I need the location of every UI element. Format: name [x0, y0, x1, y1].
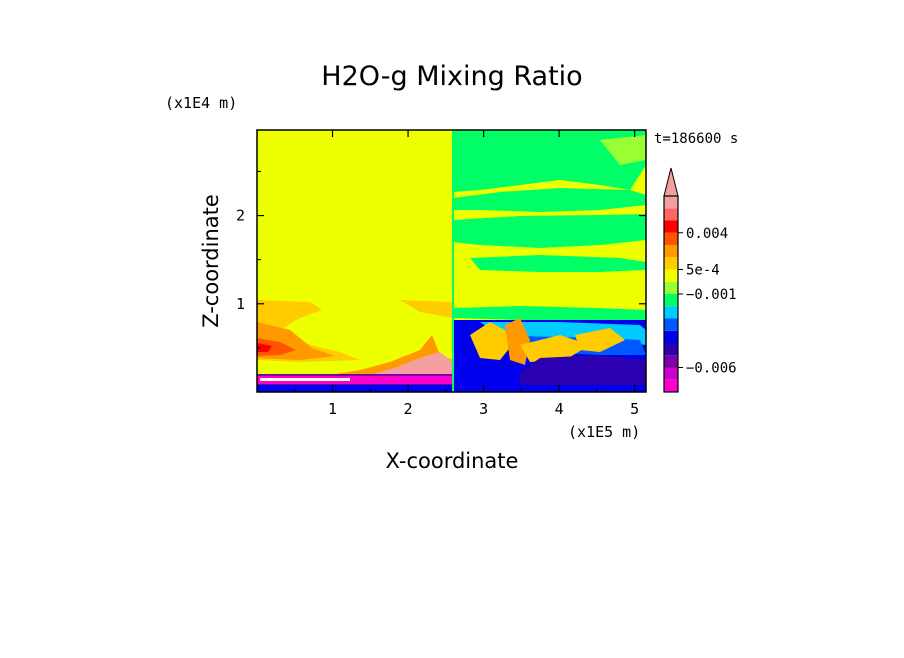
- field-left-red-core: [257, 343, 272, 352]
- colorbar-label: −0.001: [686, 287, 737, 303]
- field-right-plume-1: [470, 322, 512, 360]
- y-axis-ticks: 12: [236, 170, 646, 349]
- colorbar-swatch: [664, 281, 678, 294]
- colorbar-swatch: [664, 294, 678, 307]
- field-left-orange-ridge: [400, 300, 453, 318]
- colorbar-swatch: [664, 245, 678, 258]
- colorbar-swatch: [664, 379, 678, 392]
- colorbar-extend-arrow: [663, 167, 679, 197]
- field-right-plume-4: [575, 328, 625, 352]
- x-axis-label: X-coordinate: [386, 449, 519, 473]
- y-axis-label: Z-coordinate: [199, 194, 223, 328]
- y-tick-label: 1: [236, 295, 245, 313]
- field-right-lightgreen: [600, 135, 646, 165]
- field-right-plume-3: [520, 335, 590, 362]
- colorbar-label: −0.006: [686, 361, 737, 377]
- field-left-pink-hill-core: [370, 352, 453, 378]
- colorbar-swatch: [664, 367, 678, 380]
- colorbar-swatch: [664, 318, 678, 331]
- plot-frame: [256, 129, 647, 393]
- y-unit-label: (x1E4 m): [165, 94, 237, 112]
- colorbar-swatch: [664, 343, 678, 356]
- x-axis-ticks: 1 2 3 4 5: [294, 130, 639, 418]
- colorbar-label: 0.004: [686, 226, 728, 242]
- field-right-top-green: [453, 130, 646, 192]
- x-tick-label: 3: [479, 400, 488, 418]
- x-unit-label: (x1E5 m): [568, 423, 640, 441]
- x-tick-label: 5: [630, 400, 639, 418]
- field-right-purple: [520, 355, 646, 392]
- y-tick-label: 2: [236, 207, 245, 225]
- field-right-green-band-1: [453, 188, 646, 212]
- chart-title: H2O-g Mixing Ratio: [321, 61, 582, 92]
- x-tick-label: 1: [328, 400, 337, 418]
- colorbar-swatch: [664, 330, 678, 343]
- field-right-plume-2: [505, 318, 530, 365]
- field-right-green-band-3: [470, 255, 646, 272]
- colorbar-swatch: [664, 196, 678, 209]
- time-label: t=186600 s: [654, 131, 738, 147]
- plot-area: [257, 130, 646, 392]
- colorbar-swatch: [664, 269, 678, 282]
- field-right-green-band-2: [453, 214, 646, 248]
- colorbar-swatch: [664, 306, 678, 319]
- colorbar: 0.004 5e-4 −0.001 −0.006: [663, 167, 737, 393]
- x-tick-label: 2: [404, 400, 413, 418]
- field-boundary-left-magenta: [257, 376, 453, 384]
- colorbar-swatch: [664, 208, 678, 221]
- field-boundary-bottom-blue: [257, 385, 646, 392]
- field-boundary-left-white: [260, 378, 350, 381]
- colorbar-swatch: [664, 220, 678, 233]
- x-tick-label: 4: [555, 400, 564, 418]
- colorbar-swatch: [664, 257, 678, 270]
- colorbar-swatch: [664, 355, 678, 368]
- colorbar-swatch: [664, 232, 678, 245]
- colorbar-label: 5e-4: [686, 263, 720, 279]
